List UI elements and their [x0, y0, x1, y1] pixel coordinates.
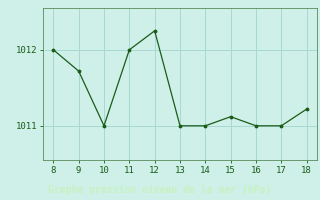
Text: Graphe pression niveau de la mer (hPa): Graphe pression niveau de la mer (hPa): [48, 185, 272, 195]
